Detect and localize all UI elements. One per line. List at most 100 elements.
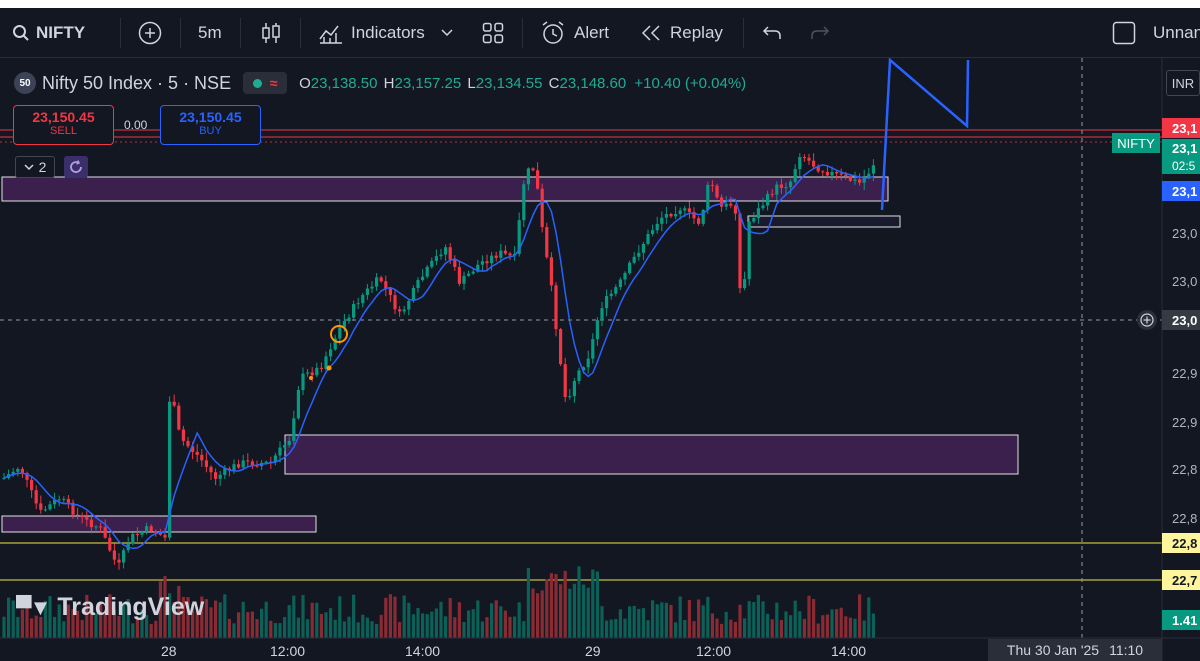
- market-status[interactable]: ≈: [243, 72, 288, 94]
- candle-body: [526, 168, 530, 185]
- layout-name-button[interactable]: Unnan: [1112, 8, 1200, 58]
- volume-bar: [710, 613, 714, 638]
- volume-bar: [181, 596, 185, 638]
- symbol-search[interactable]: NIFTY: [12, 8, 85, 58]
- candle-body: [839, 173, 843, 175]
- volume-bars: [2, 566, 875, 638]
- candle-body: [844, 174, 848, 177]
- volume-bar: [747, 601, 751, 638]
- symbol-label: NIFTY: [36, 23, 86, 42]
- candle-body: [572, 381, 576, 397]
- interval-button[interactable]: 5m: [198, 23, 222, 42]
- candle-body: [30, 479, 34, 491]
- volume-bar: [674, 622, 678, 638]
- volume-bar: [761, 601, 765, 638]
- candle-body: [632, 256, 636, 263]
- chart-title[interactable]: Nifty 50 Index · 5 · NSE: [42, 72, 232, 93]
- volume-bar: [126, 599, 130, 638]
- volume-bar: [388, 594, 392, 638]
- candle-body: [568, 396, 572, 398]
- candle-body: [517, 220, 521, 254]
- candle-body: [315, 367, 319, 376]
- volume-bar: [48, 596, 52, 638]
- volume-bar: [554, 574, 558, 638]
- candle-body: [766, 194, 770, 206]
- candle-body: [853, 179, 857, 181]
- candle-body: [384, 281, 388, 289]
- candle-body: [655, 223, 659, 231]
- volume-bar: [347, 616, 351, 638]
- sell-button[interactable]: 23,150.45 SELL: [13, 105, 114, 145]
- candle-body: [816, 166, 820, 172]
- volume-bar: [278, 623, 282, 638]
- buy-button[interactable]: 23,150.45 BUY: [160, 105, 261, 145]
- candle-body: [16, 468, 20, 472]
- redo-button[interactable]: [810, 8, 830, 58]
- candle-body: [600, 308, 604, 321]
- candle-body: [793, 169, 797, 182]
- candle-body: [2, 477, 6, 479]
- candle-body: [62, 498, 66, 500]
- volume-bar: [812, 599, 816, 638]
- volume-bar: [434, 608, 438, 638]
- volume-bar: [53, 616, 57, 638]
- volume-bar: [154, 620, 158, 638]
- refresh-indicator-button[interactable]: [64, 156, 88, 178]
- chart-area[interactable]: 50 Nifty 50 Index · 5 · NSE ≈ O23,138.50…: [0, 58, 1200, 661]
- candle-body: [407, 300, 411, 310]
- alert-button[interactable]: Alert: [540, 8, 609, 58]
- templates-button[interactable]: [482, 8, 504, 58]
- chevron-down-icon[interactable]: [441, 29, 453, 37]
- volume-bar: [158, 581, 162, 638]
- candle-body: [338, 327, 342, 339]
- candle-body: [112, 550, 116, 560]
- candle-body: [241, 460, 245, 468]
- compare-add-button[interactable]: [138, 8, 162, 58]
- replay-button[interactable]: Replay: [640, 8, 723, 58]
- refresh-icon: [70, 160, 82, 173]
- volume-bar: [835, 609, 839, 638]
- volume-bar: [39, 617, 43, 638]
- candle-body: [457, 267, 461, 284]
- add-crosshair-button[interactable]: [1137, 310, 1157, 330]
- currency-button[interactable]: INR: [1166, 70, 1200, 96]
- candle-body: [628, 262, 632, 273]
- volume-bar: [85, 594, 89, 638]
- undo-button[interactable]: [762, 8, 782, 58]
- volume-bar: [301, 595, 305, 638]
- candle-body: [324, 356, 328, 369]
- volume-bar: [407, 602, 411, 638]
- wave-icon: ≈: [269, 75, 278, 91]
- volume-bar: [99, 601, 103, 638]
- candle-body: [591, 339, 595, 359]
- volume-bar: [168, 593, 172, 638]
- chart-type-button[interactable]: [260, 8, 282, 58]
- volume-bar: [117, 616, 121, 638]
- candle-body: [743, 279, 747, 289]
- volume-bar: [729, 619, 733, 638]
- volume-bar: [2, 616, 6, 638]
- indicators-button[interactable]: Indicators: [318, 8, 453, 58]
- ma-price-label: 23,1: [1162, 181, 1200, 201]
- indicators-collapse-toggle[interactable]: 2: [15, 156, 55, 178]
- candle-body: [333, 338, 337, 350]
- candle-body: [85, 517, 89, 520]
- candle-body: [177, 405, 181, 430]
- undo-icon: [762, 26, 781, 39]
- volume-bar: [476, 600, 480, 638]
- time-tick: 28: [161, 643, 177, 659]
- candle-body: [223, 468, 227, 475]
- candle-body: [398, 309, 402, 312]
- candle-body: [278, 447, 282, 456]
- candle-body: [140, 531, 144, 535]
- orange-marker-icon[interactable]: [330, 325, 348, 343]
- candle-body: [195, 451, 199, 455]
- volume-bar: [227, 618, 231, 638]
- volume-bar: [586, 587, 590, 638]
- crosshair-price-label: 23,0: [1162, 310, 1200, 330]
- price-chart[interactable]: [0, 58, 1200, 661]
- candle-body: [609, 293, 613, 297]
- candle-body: [71, 502, 75, 515]
- volume-bar: [821, 615, 825, 638]
- projection-drawing[interactable]: [880, 58, 970, 211]
